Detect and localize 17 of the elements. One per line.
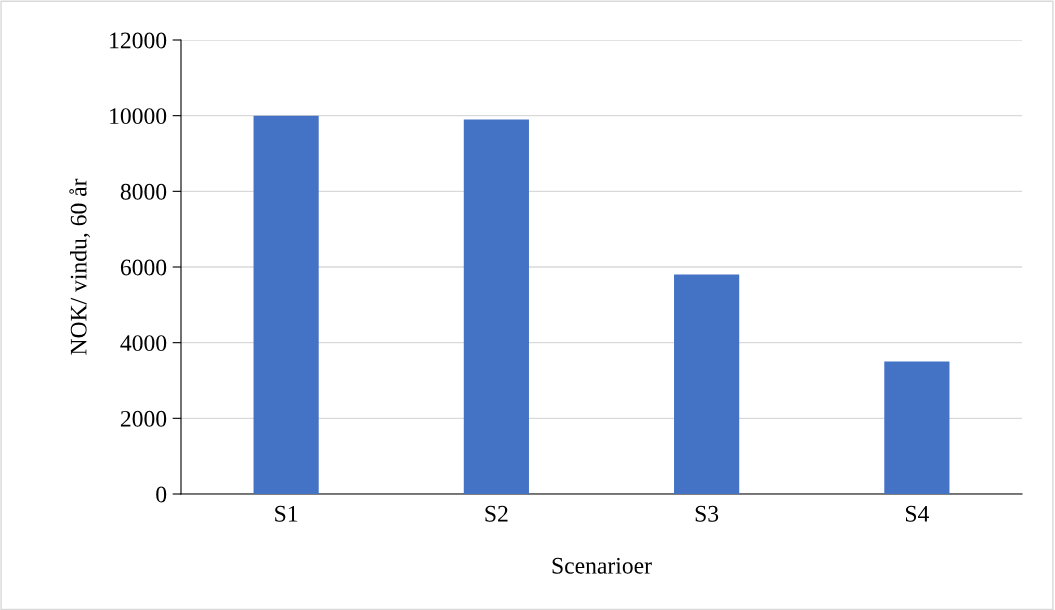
x-tick-label: S1	[275, 505, 298, 522]
y-tick-label: 10000	[110, 108, 167, 125]
y-tick-label: 8000	[120, 183, 167, 200]
x-tick-label: S4	[905, 505, 929, 522]
x-axis-title: Scenarioer	[552, 557, 652, 574]
y-tick-label: 6000	[120, 259, 167, 276]
bar	[674, 274, 740, 494]
bar	[463, 119, 529, 494]
bar	[884, 361, 950, 494]
y-tick-label: 4000	[120, 335, 167, 352]
bar	[253, 115, 319, 494]
y-tick-label: 0	[156, 486, 167, 503]
x-tick-label: S3	[695, 505, 719, 522]
y-tick-label: 12000	[110, 32, 167, 49]
y-tick-label: 2000	[120, 410, 167, 427]
x-tick-label: S2	[485, 505, 508, 522]
y-axis-title: NOK/ vindu, 60 år	[69, 178, 91, 355]
